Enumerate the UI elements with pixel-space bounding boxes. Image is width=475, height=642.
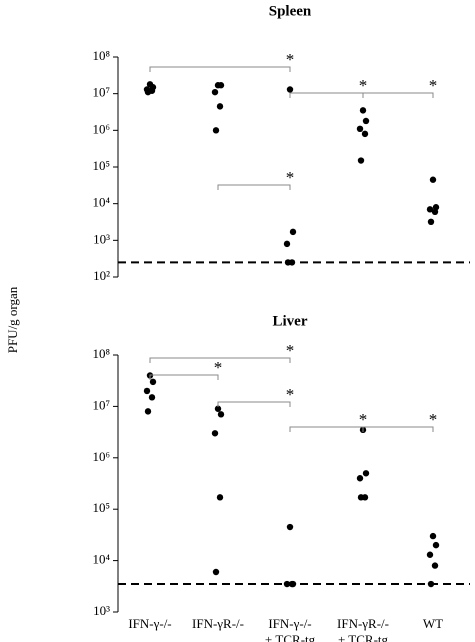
significance-label: * bbox=[286, 385, 295, 404]
data-point bbox=[429, 532, 437, 540]
significance-label: * bbox=[286, 50, 295, 69]
y-tick-label: 10³ bbox=[93, 231, 110, 246]
data-point bbox=[149, 378, 157, 386]
data-point bbox=[212, 127, 220, 134]
panel-title: Liver bbox=[273, 313, 308, 329]
y-tick-label: 10⁸ bbox=[92, 48, 110, 63]
data-point bbox=[214, 405, 222, 412]
significance-label: * bbox=[359, 76, 368, 95]
significance-label: * bbox=[429, 76, 438, 95]
data-point bbox=[286, 86, 294, 93]
data-point bbox=[356, 475, 364, 482]
x-tick-label: IFN-γ-/-+ TCR-tg bbox=[265, 616, 316, 642]
y-tick-label: 10³ bbox=[93, 603, 110, 618]
x-tick-label: IFN-γ-/- bbox=[128, 616, 171, 631]
data-point bbox=[284, 259, 292, 266]
significance-label: * bbox=[214, 358, 223, 377]
y-tick-label: 10⁵ bbox=[92, 500, 110, 515]
significance-bracket bbox=[217, 401, 291, 407]
y-tick-label: 10⁶ bbox=[92, 121, 110, 136]
significance-label: * bbox=[359, 410, 368, 429]
data-point bbox=[357, 494, 365, 501]
y-tick-label: 10⁶ bbox=[92, 449, 110, 464]
data-point bbox=[211, 430, 219, 437]
data-point bbox=[216, 494, 224, 501]
data-point bbox=[283, 240, 291, 248]
data-point bbox=[211, 88, 219, 96]
significance-bracket bbox=[149, 66, 291, 72]
data-point bbox=[283, 580, 291, 588]
panel-title: Spleen bbox=[269, 3, 312, 19]
y-tick-label: 10⁷ bbox=[92, 397, 110, 412]
significance-bracket bbox=[289, 426, 364, 432]
y-tick-label: 10⁴ bbox=[92, 552, 110, 567]
data-point bbox=[359, 107, 367, 114]
y-tick-label: 10² bbox=[93, 268, 110, 283]
significance-bracket bbox=[149, 374, 219, 380]
y-tick-label: 10⁵ bbox=[92, 158, 110, 173]
data-point bbox=[212, 568, 220, 576]
data-point bbox=[289, 228, 297, 236]
significance-label: * bbox=[286, 341, 295, 360]
data-point bbox=[216, 103, 224, 110]
data-point bbox=[426, 551, 434, 558]
data-point bbox=[148, 394, 156, 401]
data-point bbox=[429, 176, 437, 183]
significance-bracket bbox=[289, 92, 364, 98]
significance-bracket bbox=[362, 92, 434, 98]
data-point bbox=[431, 562, 439, 569]
significance-label: * bbox=[286, 168, 295, 187]
x-tick-label: IFN-γR-/-+ TCR-tg bbox=[337, 616, 389, 642]
data-point bbox=[143, 387, 151, 395]
data-point bbox=[286, 523, 294, 531]
data-point bbox=[356, 125, 364, 133]
data-point bbox=[427, 218, 435, 226]
significance-bracket bbox=[362, 426, 434, 432]
y-axis-label: PFU/g organ bbox=[5, 286, 20, 353]
data-point bbox=[362, 470, 370, 477]
data-point bbox=[361, 130, 369, 138]
y-tick-label: 10⁴ bbox=[92, 195, 110, 210]
significance-label: * bbox=[429, 410, 438, 429]
data-point bbox=[357, 157, 365, 164]
data-point bbox=[217, 411, 225, 418]
data-point bbox=[431, 208, 439, 216]
data-point bbox=[144, 408, 152, 415]
data-point bbox=[432, 541, 440, 549]
data-point bbox=[426, 206, 434, 213]
data-point bbox=[427, 580, 435, 588]
data-point bbox=[288, 580, 296, 588]
data-point bbox=[144, 88, 152, 96]
x-tick-label: IFN-γR-/- bbox=[192, 616, 244, 631]
data-point bbox=[217, 82, 225, 89]
significance-bracket bbox=[217, 184, 291, 190]
y-tick-label: 10⁸ bbox=[92, 346, 110, 361]
significance-bracket bbox=[149, 357, 291, 363]
y-tick-label: 10⁷ bbox=[92, 85, 110, 100]
data-point bbox=[362, 117, 370, 125]
x-tick-label: WT bbox=[423, 616, 443, 631]
